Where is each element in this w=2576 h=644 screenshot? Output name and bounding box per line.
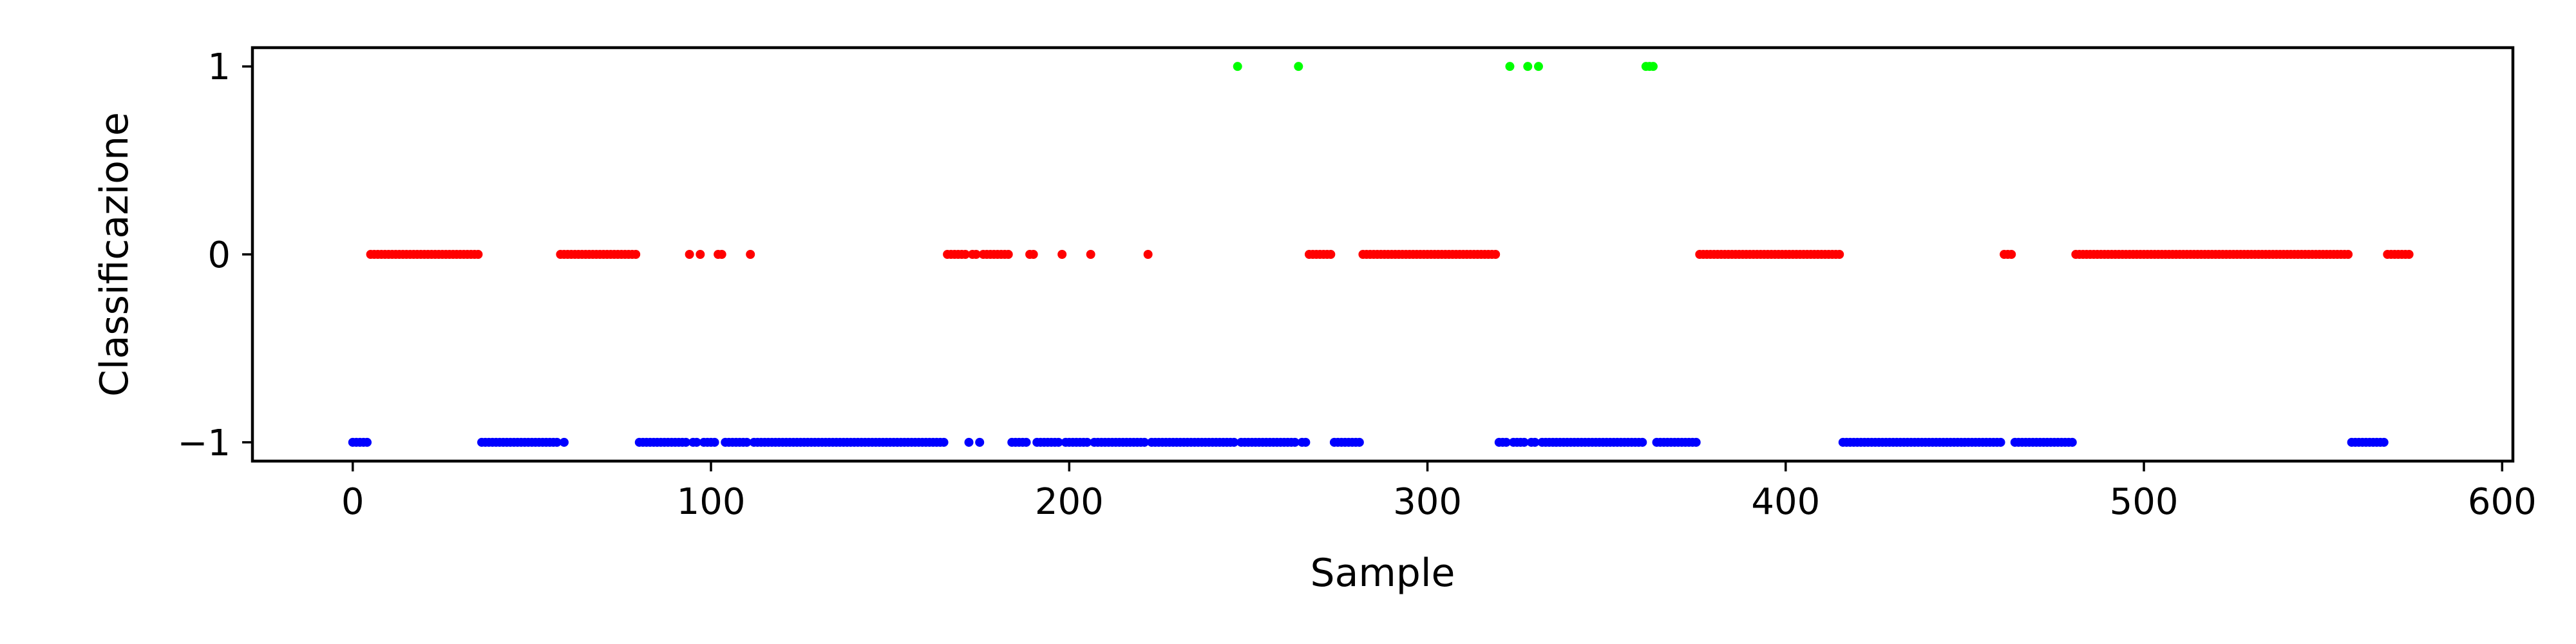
y-tick-label: 1 (207, 46, 231, 88)
data-point (696, 250, 705, 259)
data-points (348, 62, 2414, 447)
data-point (1290, 437, 1300, 447)
data-point (1229, 437, 1239, 447)
data-point (1301, 437, 1311, 447)
data-point (710, 437, 719, 447)
y-axis-ticks: 1 0 −1 (177, 46, 252, 464)
y-tick-label: −1 (177, 422, 231, 464)
data-point (1523, 62, 1533, 71)
x-tick-label: 600 (2468, 481, 2537, 523)
data-point (2404, 250, 2414, 259)
data-point (681, 437, 691, 447)
data-point (2007, 250, 2016, 259)
data-point (742, 437, 752, 447)
data-point (363, 437, 372, 447)
data-point (1143, 250, 1153, 259)
data-point (1003, 250, 1013, 259)
x-tick-label: 400 (1751, 481, 1820, 523)
data-point (1533, 62, 1543, 71)
data-point (1086, 250, 1095, 259)
data-point (1021, 437, 1031, 447)
x-tick-label: 100 (677, 481, 746, 523)
data-point (746, 250, 755, 259)
data-point (2379, 437, 2389, 447)
data-point (975, 437, 985, 447)
data-point (1054, 437, 1063, 447)
data-point (939, 437, 949, 447)
data-point (1233, 62, 1242, 71)
x-axis-label: Sample (1311, 551, 1455, 596)
data-point (1057, 250, 1067, 259)
data-point (1140, 437, 1150, 447)
x-tick-label: 0 (341, 481, 365, 523)
y-tick-label: 0 (207, 234, 231, 276)
data-point (631, 250, 641, 259)
data-point (717, 250, 726, 259)
x-tick-label: 500 (2110, 481, 2179, 523)
data-point (559, 437, 569, 447)
data-point (473, 250, 483, 259)
data-point (1505, 62, 1515, 71)
data-point (1648, 62, 1658, 71)
data-point (1354, 437, 1364, 447)
data-point (1083, 437, 1092, 447)
data-point (1326, 250, 1336, 259)
data-point (1491, 250, 1501, 259)
plot-frame (251, 46, 2515, 463)
data-point (960, 250, 970, 259)
data-point (1835, 250, 1844, 259)
data-point (1028, 250, 1038, 259)
data-point (1294, 62, 1303, 71)
data-point (1519, 437, 1529, 447)
y-axis-label: Classificazione (92, 112, 137, 397)
data-point (1530, 437, 1540, 447)
data-point (1691, 437, 1701, 447)
data-point (1501, 437, 1511, 447)
data-point (2067, 437, 2077, 447)
data-point (1638, 437, 1647, 447)
data-point (2344, 250, 2353, 259)
data-point (685, 250, 694, 259)
data-point (552, 437, 562, 447)
x-axis-ticks: 0 100 200 300 400 500 600 (341, 461, 2537, 523)
data-point (692, 437, 701, 447)
data-point (971, 250, 981, 259)
x-tick-label: 300 (1393, 481, 1462, 523)
x-tick-label: 200 (1035, 481, 1104, 523)
data-point (1996, 437, 2005, 447)
data-point (964, 437, 974, 447)
